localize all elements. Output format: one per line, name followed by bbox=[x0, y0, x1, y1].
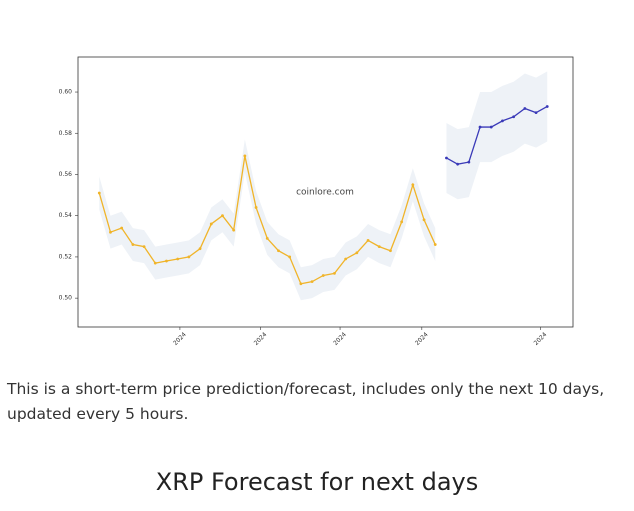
point bbox=[142, 245, 146, 249]
point bbox=[265, 236, 269, 240]
point bbox=[489, 125, 493, 129]
description: This is a short-term price prediction/fo… bbox=[7, 380, 605, 423]
x-tick-label: 2024 bbox=[533, 331, 549, 347]
point bbox=[131, 243, 135, 246]
y-tick-label: 0.58 bbox=[59, 130, 73, 137]
point bbox=[176, 257, 180, 261]
x-tick-label: 2024 bbox=[414, 331, 430, 347]
point bbox=[411, 183, 415, 187]
point bbox=[310, 280, 314, 284]
y-tick-label: 0.50 bbox=[59, 295, 73, 302]
point bbox=[165, 259, 168, 263]
point bbox=[243, 154, 247, 158]
point bbox=[109, 230, 112, 234]
point bbox=[355, 251, 359, 255]
point bbox=[478, 125, 482, 129]
point bbox=[198, 247, 202, 251]
point bbox=[232, 228, 236, 232]
point bbox=[333, 272, 336, 275]
point bbox=[467, 160, 471, 164]
point bbox=[523, 107, 527, 110]
point bbox=[299, 282, 303, 286]
point bbox=[545, 105, 549, 108]
point bbox=[534, 111, 538, 115]
point bbox=[254, 206, 258, 209]
y-tick-label: 0.52 bbox=[59, 253, 73, 260]
point bbox=[209, 222, 213, 226]
point bbox=[456, 162, 460, 166]
point bbox=[221, 214, 224, 218]
point bbox=[277, 249, 280, 253]
x-tick-label: 2024 bbox=[332, 331, 348, 347]
y-tick-label: 0.60 bbox=[59, 89, 73, 96]
point bbox=[501, 119, 504, 123]
point bbox=[187, 255, 191, 259]
point bbox=[97, 191, 101, 195]
point bbox=[377, 245, 381, 249]
confidence-band bbox=[99, 139, 436, 301]
confidence-band bbox=[446, 71, 548, 200]
point bbox=[288, 255, 292, 259]
plot-frame bbox=[77, 56, 574, 328]
point bbox=[433, 243, 437, 246]
x-tick-label: 2024 bbox=[172, 331, 188, 347]
point bbox=[512, 115, 516, 119]
point bbox=[366, 239, 370, 242]
heading: XRP Forecast for next days bbox=[155, 468, 479, 496]
point bbox=[400, 220, 404, 224]
point bbox=[422, 218, 426, 222]
line bbox=[446, 105, 548, 165]
y-tick-label: 0.56 bbox=[59, 171, 73, 178]
point bbox=[389, 249, 392, 253]
x-tick-label: 2024 bbox=[253, 331, 269, 347]
point bbox=[120, 226, 124, 230]
point bbox=[321, 274, 325, 277]
point bbox=[153, 261, 157, 265]
watermark: coinlore.com bbox=[296, 188, 354, 198]
point bbox=[445, 156, 448, 160]
y-tick-label: 0.54 bbox=[59, 212, 73, 219]
chart: coinlore.com 0.50 0.52 0.54 0.56 0.58 0.60 202… bbox=[59, 56, 574, 347]
point bbox=[344, 257, 348, 261]
